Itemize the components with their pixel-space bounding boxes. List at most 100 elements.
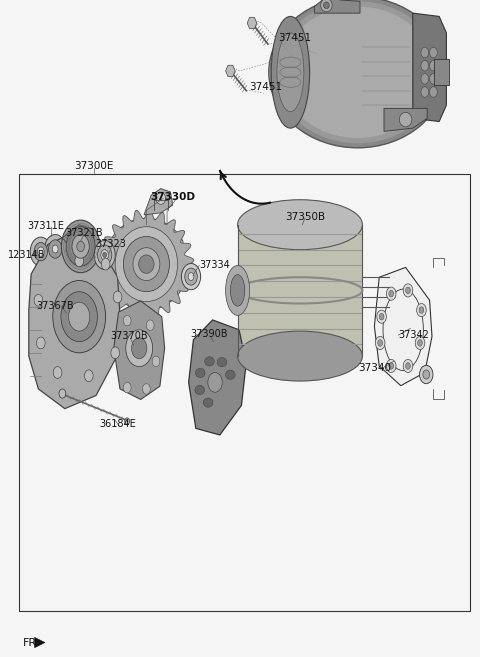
Ellipse shape [406,363,410,369]
Text: 37300E: 37300E [74,160,113,171]
Ellipse shape [48,240,62,258]
Ellipse shape [417,304,426,317]
Ellipse shape [156,193,166,204]
Text: 37350B: 37350B [285,212,325,222]
Ellipse shape [146,320,154,330]
Polygon shape [62,225,94,246]
Ellipse shape [377,310,386,323]
Ellipse shape [418,340,422,346]
Ellipse shape [321,0,332,12]
Ellipse shape [275,1,441,143]
Ellipse shape [389,290,394,297]
Text: 12314B: 12314B [8,250,45,260]
Ellipse shape [45,235,66,263]
Ellipse shape [143,384,150,394]
Ellipse shape [125,418,130,424]
Ellipse shape [53,367,62,378]
Ellipse shape [195,369,205,378]
Ellipse shape [271,16,310,128]
Polygon shape [114,301,165,399]
Text: 36184E: 36184E [99,419,136,429]
Ellipse shape [419,307,424,313]
Text: 37340: 37340 [358,363,391,373]
Polygon shape [374,267,432,386]
Ellipse shape [423,370,430,379]
Ellipse shape [123,237,169,292]
Polygon shape [35,637,45,648]
Ellipse shape [103,252,107,258]
Ellipse shape [34,294,43,306]
Ellipse shape [403,359,413,373]
Ellipse shape [75,255,84,267]
Polygon shape [104,218,183,310]
Polygon shape [434,59,449,85]
Ellipse shape [36,337,45,349]
Ellipse shape [204,398,213,407]
Text: FR.: FR. [23,637,40,648]
Ellipse shape [269,0,446,148]
Ellipse shape [389,363,394,369]
Polygon shape [144,189,173,215]
Ellipse shape [69,302,90,331]
Ellipse shape [97,245,112,265]
Ellipse shape [152,356,160,367]
Ellipse shape [421,60,429,71]
Ellipse shape [52,245,58,253]
Polygon shape [247,17,257,29]
Ellipse shape [420,365,433,384]
Ellipse shape [415,336,425,350]
Text: 37367B: 37367B [36,300,74,311]
Ellipse shape [59,389,66,398]
Ellipse shape [113,291,122,303]
Ellipse shape [139,255,154,273]
Ellipse shape [94,240,115,269]
Polygon shape [226,65,235,77]
Text: 37321B: 37321B [65,228,103,238]
Ellipse shape [217,357,227,367]
Text: 37342: 37342 [398,330,429,340]
Polygon shape [238,225,362,356]
Ellipse shape [53,281,106,353]
Ellipse shape [195,386,204,395]
Ellipse shape [37,247,44,256]
Ellipse shape [185,268,197,285]
Ellipse shape [386,287,396,300]
Polygon shape [314,0,360,13]
Ellipse shape [66,227,95,266]
Ellipse shape [430,60,437,71]
Ellipse shape [34,242,48,261]
Ellipse shape [421,47,429,58]
Polygon shape [29,235,120,409]
Ellipse shape [115,227,178,302]
Ellipse shape [181,263,201,290]
Ellipse shape [238,200,362,250]
Ellipse shape [430,74,437,84]
Ellipse shape [386,359,396,373]
Ellipse shape [379,313,384,320]
Polygon shape [413,13,446,122]
Text: 37370B: 37370B [111,331,148,342]
Ellipse shape [61,220,100,273]
Bar [19,174,470,611]
Text: 37334: 37334 [199,260,230,271]
Ellipse shape [30,237,51,266]
Ellipse shape [281,7,434,138]
Ellipse shape [230,275,245,306]
Ellipse shape [378,340,383,346]
Ellipse shape [421,87,429,97]
Polygon shape [99,209,194,319]
Ellipse shape [72,235,89,258]
Polygon shape [189,320,246,435]
Ellipse shape [226,265,250,315]
Ellipse shape [61,292,97,342]
Ellipse shape [375,336,385,350]
Text: 37311E: 37311E [27,221,64,231]
Text: 37390B: 37390B [190,328,228,339]
Ellipse shape [123,382,131,393]
Polygon shape [384,108,427,131]
Ellipse shape [111,347,120,359]
Ellipse shape [204,357,214,366]
Ellipse shape [399,112,412,127]
Ellipse shape [430,47,437,58]
Ellipse shape [403,284,413,297]
